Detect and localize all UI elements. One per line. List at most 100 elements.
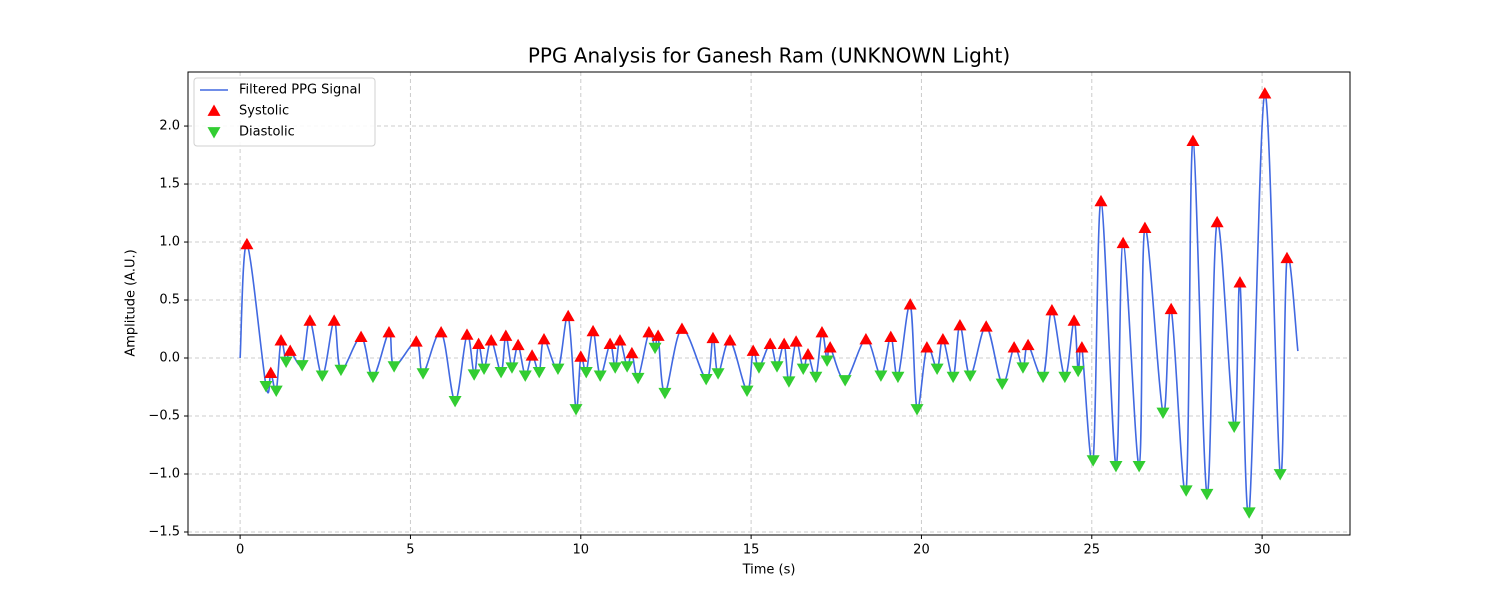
y-tick-label: −1.5 xyxy=(148,524,180,539)
peak-marker xyxy=(1036,371,1050,384)
peak-marker xyxy=(484,334,498,346)
y-tick-label: −1.0 xyxy=(148,466,180,481)
peak-marker xyxy=(809,371,823,384)
peak-marker xyxy=(658,387,672,400)
x-tick-label: 15 xyxy=(743,543,760,558)
peak-marker xyxy=(770,361,784,373)
legend-label: Systolic xyxy=(239,104,289,119)
peak-marker xyxy=(711,368,725,380)
x-tick-label: 25 xyxy=(1084,543,1101,558)
peak-marker xyxy=(1280,251,1294,264)
peak-marker xyxy=(499,329,513,341)
peak-marker xyxy=(675,322,689,334)
peak-marker xyxy=(777,337,791,349)
x-tick-label: 5 xyxy=(406,543,414,558)
peak-marker xyxy=(274,334,288,346)
legend-swatch xyxy=(207,127,221,139)
peak-marker xyxy=(303,314,317,326)
peak-marker xyxy=(334,364,348,377)
peak-marker xyxy=(910,404,924,416)
x-tick-label: 0 xyxy=(236,543,244,558)
chart-title: PPG Analysis for Ganesh Ram (UNKNOWN Lig… xyxy=(528,44,1010,68)
peak-marker xyxy=(574,350,588,362)
y-tick-label: 2.0 xyxy=(159,119,180,134)
signal-line xyxy=(239,92,1299,516)
peak-marker xyxy=(789,335,803,347)
legend-label: Diastolic xyxy=(239,125,295,140)
peak-marker xyxy=(283,344,297,356)
peak-marker xyxy=(796,363,810,375)
y-tick-label: 1.5 xyxy=(159,177,180,192)
peak-marker xyxy=(884,330,898,343)
peak-marker xyxy=(1273,469,1287,481)
peak-marker xyxy=(979,320,993,332)
peak-marker xyxy=(723,334,737,346)
peak-marker xyxy=(366,371,380,384)
peak-marker xyxy=(1116,236,1130,249)
peak-marker xyxy=(625,346,639,359)
peak-marker xyxy=(259,380,273,393)
peak-marker xyxy=(416,368,430,380)
peak-marker xyxy=(1164,302,1178,315)
peak-marker xyxy=(1138,221,1152,233)
peak-marker xyxy=(1156,407,1170,420)
peak-marker xyxy=(518,370,532,382)
y-tick-label: −0.5 xyxy=(148,409,180,424)
peak-marker xyxy=(1210,215,1224,228)
peak-marker xyxy=(820,355,834,367)
x-tick-label: 10 xyxy=(573,543,590,558)
peak-marker xyxy=(409,335,423,347)
peak-marker xyxy=(801,348,815,360)
legend-box xyxy=(193,77,376,147)
peak-marker xyxy=(1045,303,1059,316)
peak-marker xyxy=(706,331,720,344)
peak-marker xyxy=(467,369,481,381)
peak-marker xyxy=(763,337,777,349)
peak-marker xyxy=(963,370,977,382)
peak-marker xyxy=(699,374,713,386)
peak-marker xyxy=(593,370,607,382)
peak-marker xyxy=(603,337,617,349)
peak-marker xyxy=(264,366,278,378)
peak-marker xyxy=(631,372,645,385)
peak-marker xyxy=(1132,460,1146,473)
peak-marker xyxy=(1258,87,1272,99)
peak-marker xyxy=(1016,362,1030,374)
peak-marker xyxy=(740,385,754,397)
peak-marker xyxy=(1179,485,1193,497)
peak-marker xyxy=(752,362,766,374)
peak-marker xyxy=(494,367,508,379)
peak-marker xyxy=(1075,341,1089,353)
peak-marker xyxy=(1242,507,1256,519)
peak-marker xyxy=(448,396,462,408)
peak-marker xyxy=(434,325,448,338)
peak-marker xyxy=(648,342,662,355)
peak-marker xyxy=(1007,341,1021,353)
peak-marker xyxy=(269,385,283,397)
peak-marker xyxy=(1227,421,1241,433)
peak-marker xyxy=(551,363,565,375)
peak-marker xyxy=(903,298,917,310)
peak-marker xyxy=(1233,276,1247,288)
peak-marker xyxy=(642,325,656,338)
y-axis-label: Amplitude (A.U.) xyxy=(124,249,139,356)
legend-label: Filtered PPG Signal xyxy=(239,83,361,98)
peak-marker xyxy=(782,376,796,388)
peak-marker xyxy=(295,360,309,372)
x-tick-label: 30 xyxy=(1254,543,1271,558)
peak-marker xyxy=(460,328,474,340)
peak-marker xyxy=(859,332,873,345)
peak-marker xyxy=(382,325,396,338)
peak-marker xyxy=(953,319,967,331)
peak-marker xyxy=(1186,134,1200,147)
peak-marker xyxy=(387,361,401,373)
peak-marker xyxy=(920,341,934,353)
y-tick-label: 0.0 xyxy=(159,351,180,366)
peak-marker xyxy=(579,367,593,379)
peak-marker xyxy=(1086,455,1100,467)
peak-marker xyxy=(505,362,519,374)
peak-marker xyxy=(1071,365,1085,378)
peak-marker xyxy=(930,363,944,375)
peak-marker xyxy=(815,325,829,338)
peak-marker xyxy=(511,338,525,351)
